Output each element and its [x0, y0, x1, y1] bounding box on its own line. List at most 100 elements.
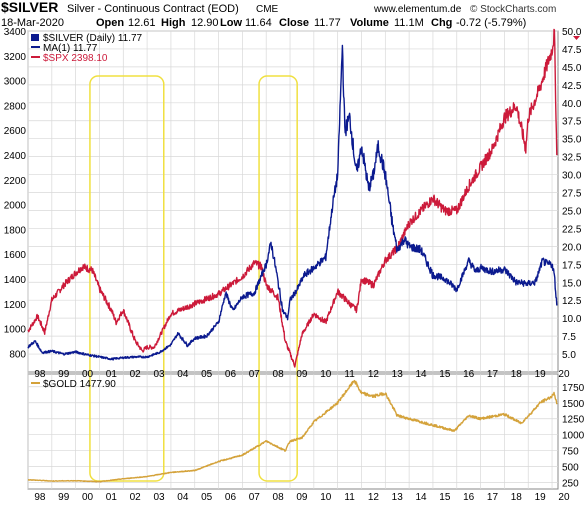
ticker-symbol: $SILVER — [1, 0, 58, 15]
x-tick-label: 14 — [415, 369, 427, 380]
left-tick-label: 3000 — [4, 77, 27, 88]
source-watermark: www.elementum.de — [373, 4, 462, 15]
right-tick-label: 7.5 — [562, 332, 576, 343]
right-tick-label: 15.0 — [562, 278, 582, 289]
x-tick-label: 13 — [392, 492, 404, 503]
x-tick-label: 12 — [368, 369, 380, 380]
x-tick-label: 03 — [153, 492, 165, 503]
left-tick-label: 1600 — [4, 250, 27, 261]
right-tick-label: 25.0 — [562, 206, 582, 217]
provider-credit: © StockCharts.com — [470, 4, 556, 15]
x-tick-label: 15 — [439, 369, 451, 380]
x-tick-label: 02 — [130, 369, 142, 380]
spx-legend-label: $SPX 2398.10 — [43, 53, 108, 64]
left-tick-label: 1800 — [4, 225, 27, 236]
x-tick-label: 08 — [273, 492, 285, 503]
chg-label: Chg — [431, 17, 452, 29]
chart-header: $SILVER Silver - Continuous Contract (EO… — [1, 0, 556, 29]
x-tick-label: 17 — [487, 369, 499, 380]
right-tick-label: 37.5 — [562, 117, 582, 128]
open-label: Open — [96, 17, 124, 29]
exchange-label: CME — [256, 4, 279, 15]
x-tick-label: 05 — [201, 492, 213, 503]
x-tick-label: 00 — [82, 492, 94, 503]
axis-layer: 98 98 99 99 00 00 01 01 02 02 03 03 04 04 05 05 06 06 07 07… — [4, 27, 585, 503]
x-tick-label: 99 — [58, 369, 70, 380]
gold-tick-label: 1000 — [562, 431, 585, 442]
x-tick-label: 19 — [535, 492, 547, 503]
main-panel-frame — [27, 30, 559, 373]
left-tick-label: 800 — [9, 349, 26, 360]
x-tick-label: 04 — [177, 492, 189, 503]
x-tick-label: 10 — [320, 369, 332, 380]
x-tick-label: 04 — [177, 369, 189, 380]
right-tick-label: 22.5 — [562, 224, 582, 235]
gold-tick-label: 1250 — [562, 415, 585, 426]
x-tick-label: 02 — [130, 492, 142, 503]
low-value: 11.64 — [245, 17, 272, 29]
high-label: High — [161, 17, 186, 29]
x-tick-label: 06 — [225, 369, 237, 380]
right-tick-label: 40.0 — [562, 99, 582, 110]
grid-layer — [27, 30, 558, 489]
x-tick-label: 18 — [511, 369, 523, 380]
right-tick-label: 45.0 — [562, 63, 582, 74]
spx-line — [27, 28, 558, 368]
silver-legend-label: $SILVER (Daily) 11.77 — [43, 33, 143, 44]
right-tick-label: 47.5 — [562, 45, 582, 56]
right-tick-label: 10.0 — [562, 314, 582, 325]
x-tick-label: 06 — [225, 492, 237, 503]
open-value: 12.61 — [128, 17, 156, 29]
x-tick-label: 16 — [463, 369, 475, 380]
gold-line — [27, 379, 558, 483]
x-tick-label: 15 — [439, 492, 451, 503]
right-tick-label: 32.5 — [562, 153, 582, 164]
left-tick-label: 1400 — [4, 275, 27, 286]
main-legend: $SILVER (Daily) 11.77 MA(1) 11.77 $SPX 2… — [31, 33, 143, 64]
right-tick-label: 42.5 — [562, 81, 582, 92]
left-tick-label: 2000 — [4, 201, 27, 212]
gold-tick-label: 1500 — [562, 399, 585, 410]
left-tick-label: 2800 — [4, 101, 27, 112]
x-tick-label: 05 — [201, 369, 213, 380]
right-tick-label: 27.5 — [562, 189, 582, 200]
gold-tick-label: 500 — [562, 463, 579, 474]
x-tick-label: 07 — [249, 369, 261, 380]
x-tick-label: 99 — [58, 492, 70, 503]
high-value: 12.90 — [191, 17, 219, 29]
x-tick-label: 12 — [368, 492, 380, 503]
ma-legend-label: MA(1) 11.77 — [43, 43, 98, 54]
x-tick-label: 08 — [273, 369, 285, 380]
last-value-marker — [573, 36, 580, 40]
gold-tick-label: 1750 — [562, 383, 585, 394]
close-label: Close — [279, 17, 309, 29]
right-tick-label: 35.0 — [562, 135, 582, 146]
x-tick-label: 20 — [558, 369, 570, 380]
highlight-box — [258, 75, 298, 482]
x-tick-label: 20 — [558, 492, 570, 503]
x-tick-label: 10 — [320, 492, 332, 503]
instrument-description: Silver - Continuous Contract (EOD) — [67, 3, 239, 15]
left-tick-label: 1000 — [4, 325, 27, 336]
x-tick-label: 98 — [34, 492, 46, 503]
left-tick-label: 2200 — [4, 176, 27, 187]
volume-value: 11.1M — [394, 17, 424, 29]
quote-values: Open 12.61 High 12.90 Low 11.64 Close 11… — [96, 17, 526, 29]
low-label: Low — [220, 17, 242, 29]
silver-line — [27, 44, 558, 361]
x-tick-label: 13 — [392, 369, 404, 380]
left-tick-label: 2400 — [4, 151, 27, 162]
quote-date: 18-Mar-2020 — [1, 17, 64, 29]
series-layer — [27, 28, 558, 483]
silver-legend-swatch — [31, 34, 39, 41]
x-tick-label: 07 — [249, 492, 261, 503]
right-tick-label: 17.5 — [562, 260, 582, 271]
x-tick-label: 19 — [535, 369, 547, 380]
chg-value: -0.72 (-5.79%) — [456, 17, 526, 29]
gold-legend: $GOLD 1477.90 — [31, 379, 116, 390]
left-tick-label: 3400 — [4, 27, 27, 38]
x-tick-label: 18 — [511, 492, 523, 503]
right-tick-label: 30.0 — [562, 171, 582, 182]
right-tick-label: 20.0 — [562, 242, 582, 253]
